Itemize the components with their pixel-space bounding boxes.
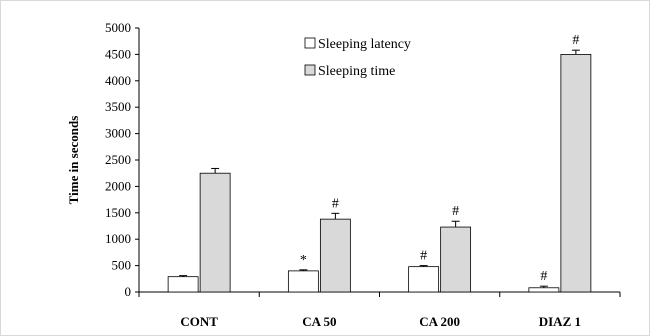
bar-sleeping-latency	[287, 270, 319, 293]
significance-label: #	[420, 249, 427, 264]
significance-label: #	[452, 204, 459, 219]
y-tick-label: 4500	[105, 46, 131, 61]
y-tick-label: 0	[125, 284, 132, 299]
y-tick-label: 2000	[105, 178, 131, 193]
bar-sleeping-time	[560, 54, 592, 293]
legend-swatch-sleeping-latency	[304, 37, 316, 49]
y-tick-label: 500	[112, 258, 132, 273]
bar-sleeping-latency	[408, 266, 440, 293]
bar-sleeping-latency	[167, 276, 199, 293]
y-tick-label: 2500	[105, 152, 131, 167]
y-tick-label: 5000	[105, 20, 131, 35]
x-category-label: CA 50	[302, 314, 336, 329]
y-tick-label: 4000	[105, 73, 131, 88]
significance-label: #	[332, 196, 339, 211]
x-axis: CONT CA 50 CA 200 DIAZ 1	[138, 291, 621, 329]
bar-sleeping-time	[319, 218, 351, 293]
legend-swatch-sleeping-time	[304, 64, 316, 76]
bars: * # # # # #	[167, 33, 592, 293]
bar-sleeping-time	[199, 172, 231, 293]
bar-sleeping-latency	[528, 287, 560, 293]
y-tick-label: 1000	[105, 231, 131, 246]
significance-label: *	[300, 253, 307, 268]
y-tick-label: 3500	[105, 99, 131, 114]
y-axis-title: Time in seconds	[66, 116, 81, 205]
y-tick-label: 3000	[105, 126, 131, 141]
x-category-label: CONT	[180, 314, 218, 329]
x-category-label: DIAZ 1	[539, 314, 581, 329]
significance-label: #	[572, 33, 579, 48]
y-tick-label: 1500	[105, 205, 131, 220]
legend: Sleeping latency Sleeping time	[304, 37, 411, 79]
legend-label-sleeping-time: Sleeping time	[318, 64, 395, 79]
bar-sleeping-time	[440, 226, 472, 293]
legend-label-sleeping-latency: Sleeping latency	[318, 37, 411, 52]
y-axis: 0 500 1000 1500 2000 2500 3000 3500 4000 4500 5000	[105, 20, 140, 299]
x-category-label: CA 200	[419, 314, 460, 329]
significance-label: #	[540, 269, 547, 284]
